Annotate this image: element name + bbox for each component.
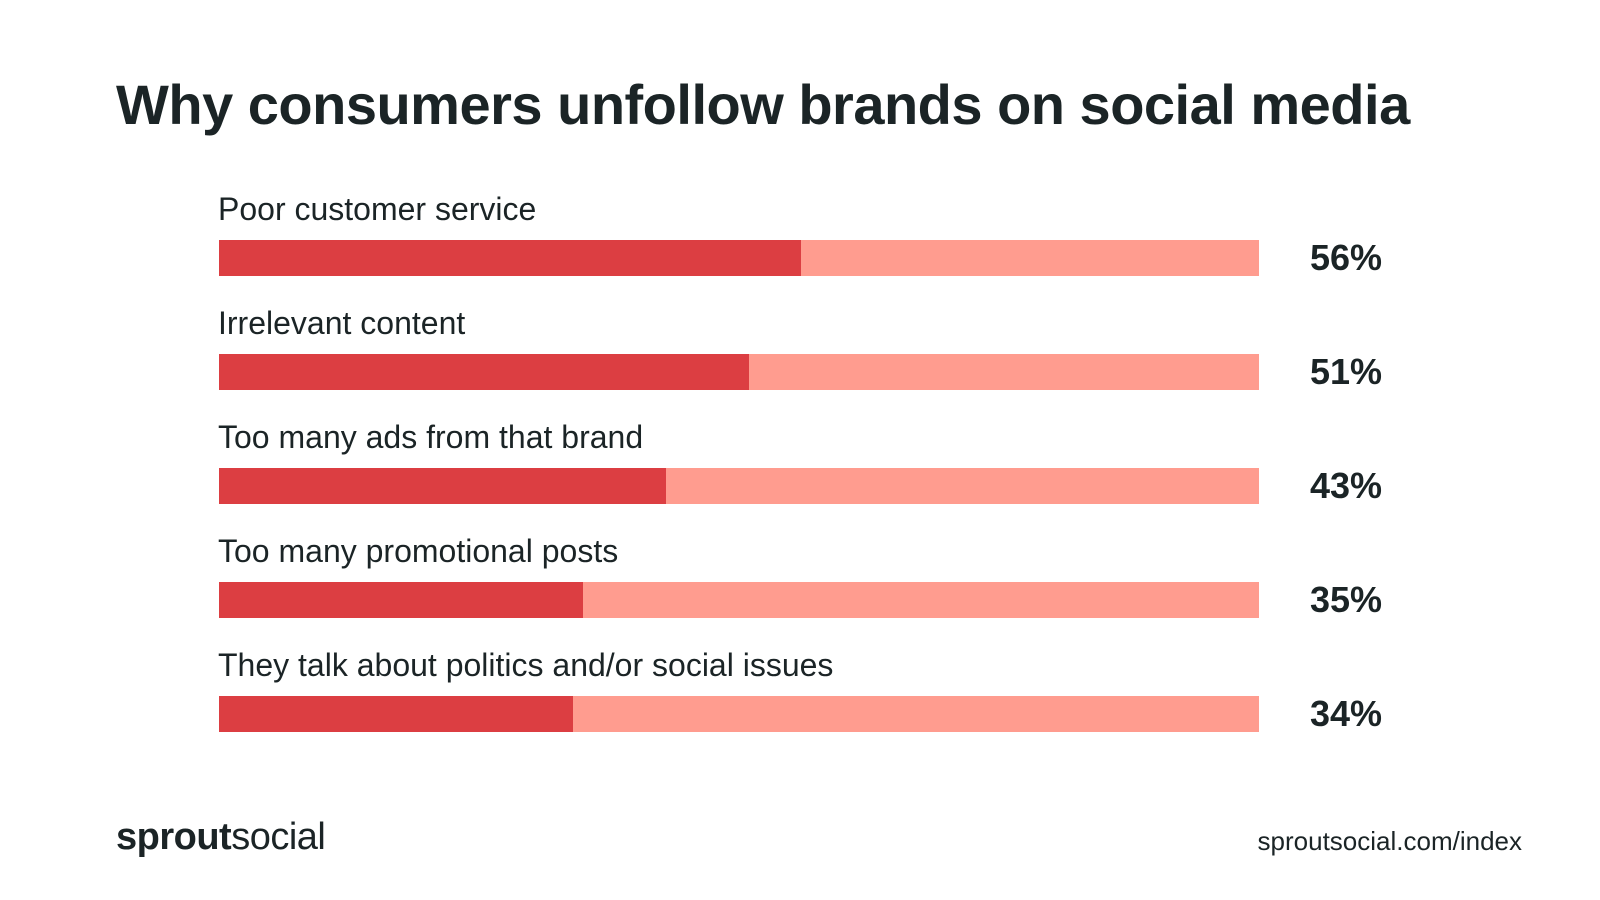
bar-fill xyxy=(219,240,802,276)
value-label: 56% xyxy=(1310,237,1383,278)
category-label: Poor customer service xyxy=(218,191,537,227)
value-label: 34% xyxy=(1310,693,1383,734)
sprout-social-logo: sproutsocial xyxy=(116,816,326,859)
value-label: 51% xyxy=(1310,351,1383,392)
bar-track xyxy=(219,468,1259,504)
source-url: sproutsocial.com/index xyxy=(1257,826,1522,856)
bar-fill xyxy=(219,354,750,390)
bar-fill xyxy=(219,582,583,618)
category-label: Irrelevant content xyxy=(218,305,466,341)
category-label: They talk about politics and/or social i… xyxy=(218,647,834,683)
bar-track xyxy=(219,696,1259,732)
category-label: Too many promotional posts xyxy=(218,533,619,569)
value-label: 35% xyxy=(1310,579,1383,620)
bar-track xyxy=(219,582,1259,618)
logo-text-light: social xyxy=(231,816,326,858)
chart-title: Why consumers unfollow brands on social … xyxy=(116,73,1410,136)
bar-fill xyxy=(219,468,667,504)
logo-text-bold: sprout xyxy=(116,816,232,858)
category-label: Too many ads from that brand xyxy=(218,419,644,455)
value-label: 43% xyxy=(1310,465,1383,506)
bar-track xyxy=(219,354,1259,390)
bar-fill xyxy=(219,696,573,732)
bar-track xyxy=(219,240,1259,276)
